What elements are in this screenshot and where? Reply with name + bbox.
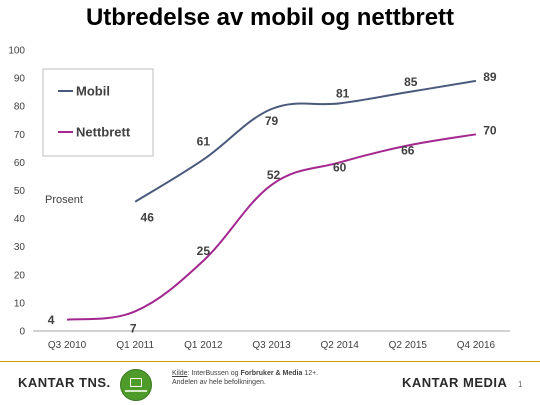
- y-tick-label: 100: [8, 46, 25, 57]
- legend-box: [42, 68, 154, 157]
- y-axis: 0 10 20 30 40 50 60 70 80 90 100: [8, 46, 25, 338]
- x-tick-label: Q1 2012: [184, 340, 223, 351]
- legend: Mobil Nettbrett: [42, 68, 154, 157]
- data-label-nettbrett: 66: [401, 144, 415, 158]
- data-label-mobil: 61: [197, 135, 211, 149]
- series-layer: [66, 79, 477, 321]
- x-tick-label: Q2 2014: [320, 340, 359, 351]
- data-label-mobil: 79: [265, 114, 279, 128]
- x-tick-label: Q3 2013: [252, 340, 291, 351]
- y-tick-label: 60: [14, 158, 26, 169]
- series-line-nettbrett: [66, 133, 477, 321]
- data-label-nettbrett: 25: [197, 244, 211, 258]
- y-tick-label: 50: [14, 186, 26, 197]
- source-note: Kilde: InterBussen og Forbruker & Media …: [172, 369, 318, 387]
- x-tick-label: Q3 2010: [48, 340, 87, 351]
- badge-caption: [125, 390, 147, 392]
- y-tick-label: 10: [14, 298, 26, 309]
- legend-label-nettbrett: Nettbrett: [76, 125, 131, 140]
- page-number: 1: [518, 380, 523, 389]
- y-tick-label: 70: [14, 130, 26, 141]
- kantar-tns-logo: KANTAR TNS.: [18, 375, 111, 390]
- data-label-nettbrett: 70: [483, 123, 497, 137]
- data-labels: 46 61 79 81 85 89 4 7 25 52 60 66 70: [48, 70, 497, 335]
- data-label-mobil: 46: [141, 211, 155, 225]
- y-tick-label: 30: [14, 242, 26, 253]
- x-tick-label: Q1 2011: [116, 340, 154, 351]
- chart-title: Utbredelse av mobil og nettbrett: [85, 4, 455, 31]
- y-tick-label: 40: [14, 214, 26, 225]
- data-label-mobil: 85: [404, 75, 418, 89]
- source-text-pre: : InterBussen og: [187, 370, 241, 377]
- legend-label-mobil: Mobil: [76, 84, 110, 99]
- data-label-nettbrett: 7: [130, 321, 137, 335]
- kantar-media-logo: KANTAR MEDIA: [402, 375, 508, 390]
- x-axis: Q3 2010 Q1 2011 Q1 2012 Q3 2013 Q2 2014 Q2 20…: [33, 330, 510, 351]
- y-tick-label: 80: [14, 102, 26, 113]
- data-label-nettbrett: 4: [48, 313, 55, 327]
- y-tick-label: 20: [14, 270, 26, 281]
- source-text-post: 12+.: [302, 370, 319, 377]
- data-label-nettbrett: 52: [267, 168, 281, 182]
- x-tick-label: Q4 2016: [457, 340, 496, 351]
- y-tick-label: 90: [14, 74, 26, 85]
- data-label-mobil: 81: [336, 86, 350, 100]
- source-text-bold: Forbruker & Media: [240, 370, 303, 377]
- footer-divider: [0, 361, 540, 362]
- line-chart: 0 10 20 30 40 50 60 70 80 90 100 Q3 2010 Q1 2011 Q1 …: [8, 46, 510, 351]
- source-key: Kilde: [172, 370, 188, 377]
- y-tick-label: 0: [19, 327, 25, 338]
- screen-icon: [130, 378, 142, 387]
- series-line-mobil: [134, 79, 477, 203]
- forbruker-media-badge-icon: [120, 369, 152, 401]
- y-axis-label: Prosent: [45, 194, 83, 206]
- data-label-mobil: 89: [483, 70, 497, 84]
- x-tick-label: Q2 2015: [389, 340, 428, 351]
- source-line-1: Kilde: InterBussen og Forbruker & Media …: [172, 369, 318, 378]
- data-label-nettbrett: 60: [333, 160, 347, 174]
- source-line-2: Andelen av hele befolkningen.: [172, 379, 266, 386]
